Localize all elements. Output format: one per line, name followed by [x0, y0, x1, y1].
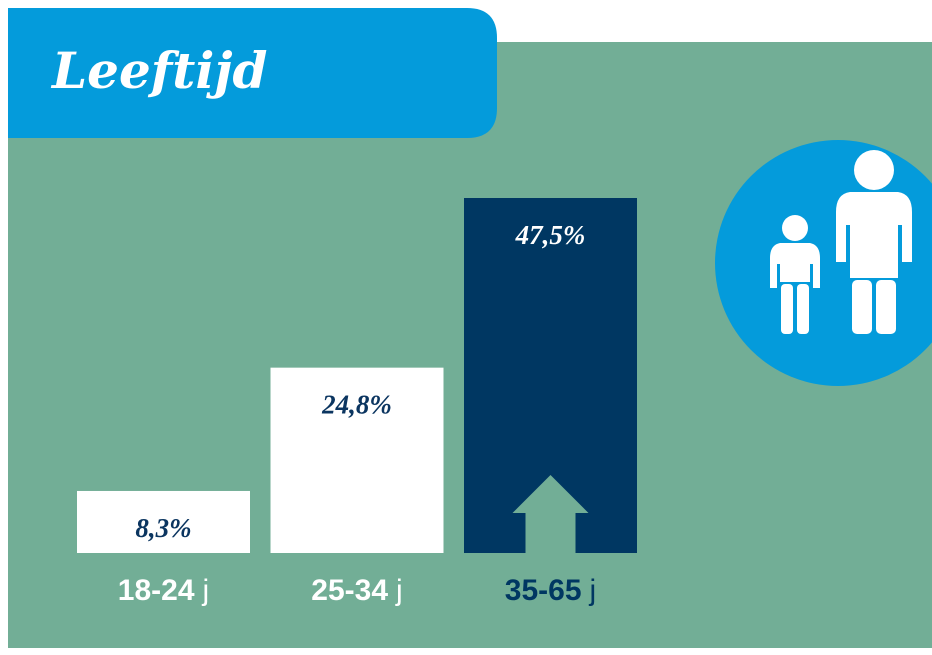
- unit: j: [202, 574, 210, 607]
- bar: [270, 367, 444, 553]
- category: 35-65: [505, 574, 582, 607]
- unit: j: [589, 574, 597, 607]
- x-tick-label: 35-65 j: [505, 574, 596, 607]
- chart-title: Leeftijd: [50, 41, 267, 100]
- value-label: 24,8%: [321, 390, 392, 420]
- x-tick-label: 25-34 j: [311, 574, 402, 607]
- value-label: 8,3%: [135, 513, 191, 543]
- value-label: 47,5%: [515, 220, 586, 250]
- category: 25-34: [311, 574, 388, 607]
- title-tab: [8, 8, 497, 138]
- x-tick-label: 18-24 j: [118, 574, 209, 607]
- category: 18-24: [118, 574, 195, 607]
- arrow-icon: [512, 475, 589, 553]
- people-icon: [715, 140, 932, 386]
- bar: [77, 490, 250, 553]
- unit: j: [395, 574, 403, 607]
